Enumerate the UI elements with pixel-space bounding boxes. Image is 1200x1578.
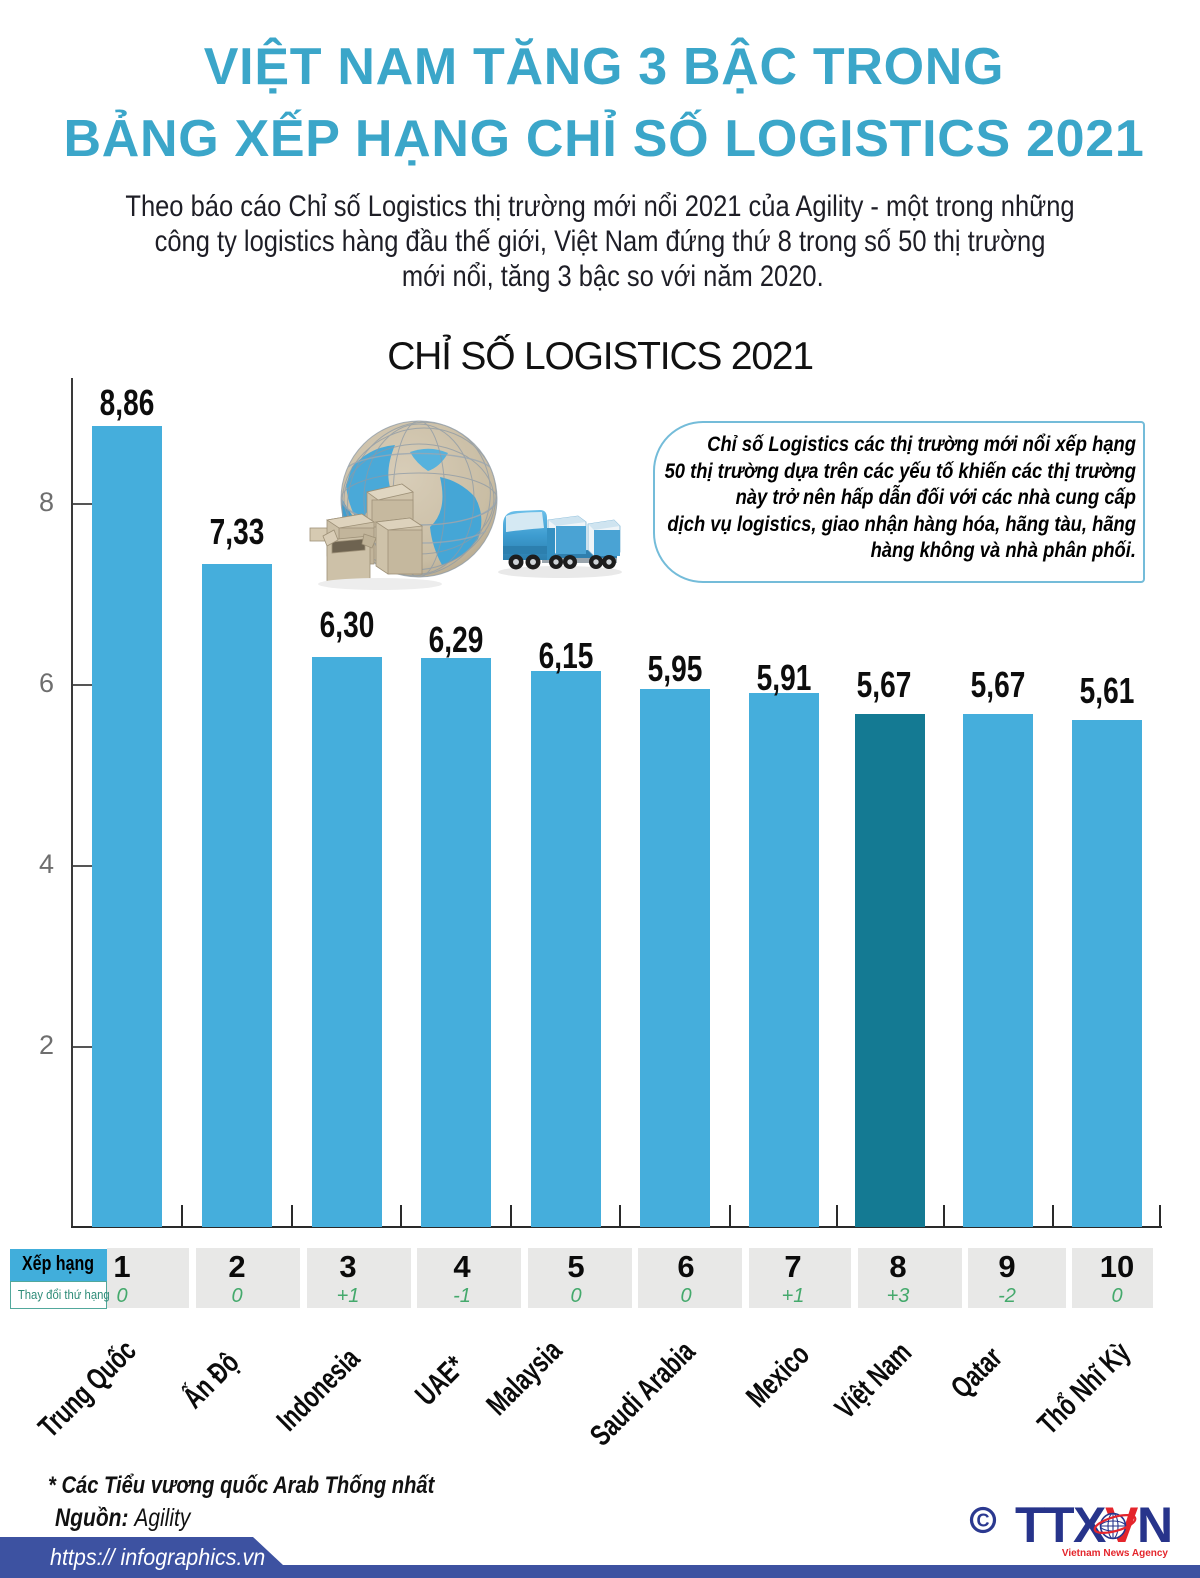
svg-text:N: N (1137, 1497, 1173, 1553)
svg-text:TT: TT (1015, 1497, 1074, 1553)
svg-text:Vietnam News Agency: Vietnam News Agency (1062, 1548, 1169, 1559)
svg-text:C: C (977, 1511, 990, 1531)
